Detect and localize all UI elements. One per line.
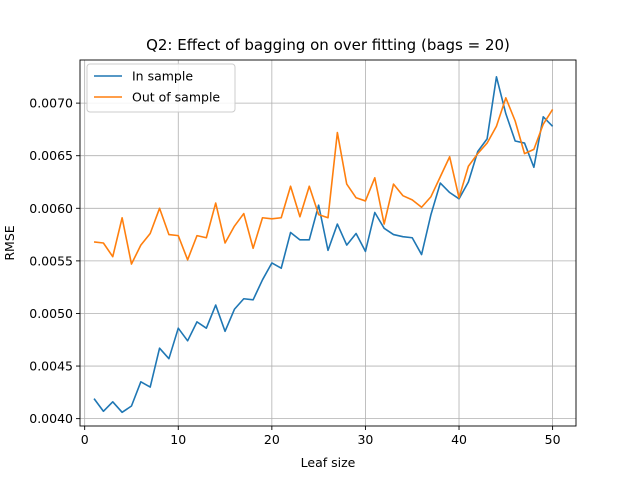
in-sample-line — [93, 76, 554, 414]
y-tick-label: 0.0070 — [29, 96, 73, 111]
legend-label-in-sample: In sample — [132, 69, 193, 84]
x-tick-label: 0 — [81, 432, 89, 447]
x-axis-ticks: 0 10 20 30 40 50 — [81, 426, 561, 447]
out-of-sample-line — [93, 97, 554, 265]
y-tick-label: 0.0045 — [29, 359, 73, 374]
grid — [80, 60, 576, 426]
series-lines — [93, 76, 554, 414]
y-tick-label: 0.0040 — [29, 411, 73, 426]
x-tick-label: 40 — [451, 432, 467, 447]
chart-title: Q2: Effect of bagging on over fitting (b… — [146, 36, 510, 54]
x-tick-label: 20 — [264, 432, 280, 447]
y-tick-label: 0.0055 — [29, 253, 73, 268]
x-tick-label: 30 — [357, 432, 373, 447]
y-tick-label: 0.0065 — [29, 148, 73, 163]
y-tick-label: 0.0060 — [29, 201, 73, 216]
legend-label-out-of-sample: Out of sample — [132, 90, 220, 105]
legend-box — [86, 63, 236, 113]
x-tick-label: 50 — [545, 432, 561, 447]
y-axis-label: RMSE — [2, 225, 17, 260]
legend: In sample Out of sample — [86, 63, 236, 113]
x-axis-label: Leaf size — [301, 455, 356, 470]
plot-area-frame — [79, 59, 577, 427]
y-axis-ticks: 0.0040 0.0045 0.0050 0.0055 0.0060 0.0065 0.00… — [29, 96, 80, 426]
y-tick-label: 0.0050 — [29, 306, 73, 321]
x-tick-label: 10 — [170, 432, 186, 447]
